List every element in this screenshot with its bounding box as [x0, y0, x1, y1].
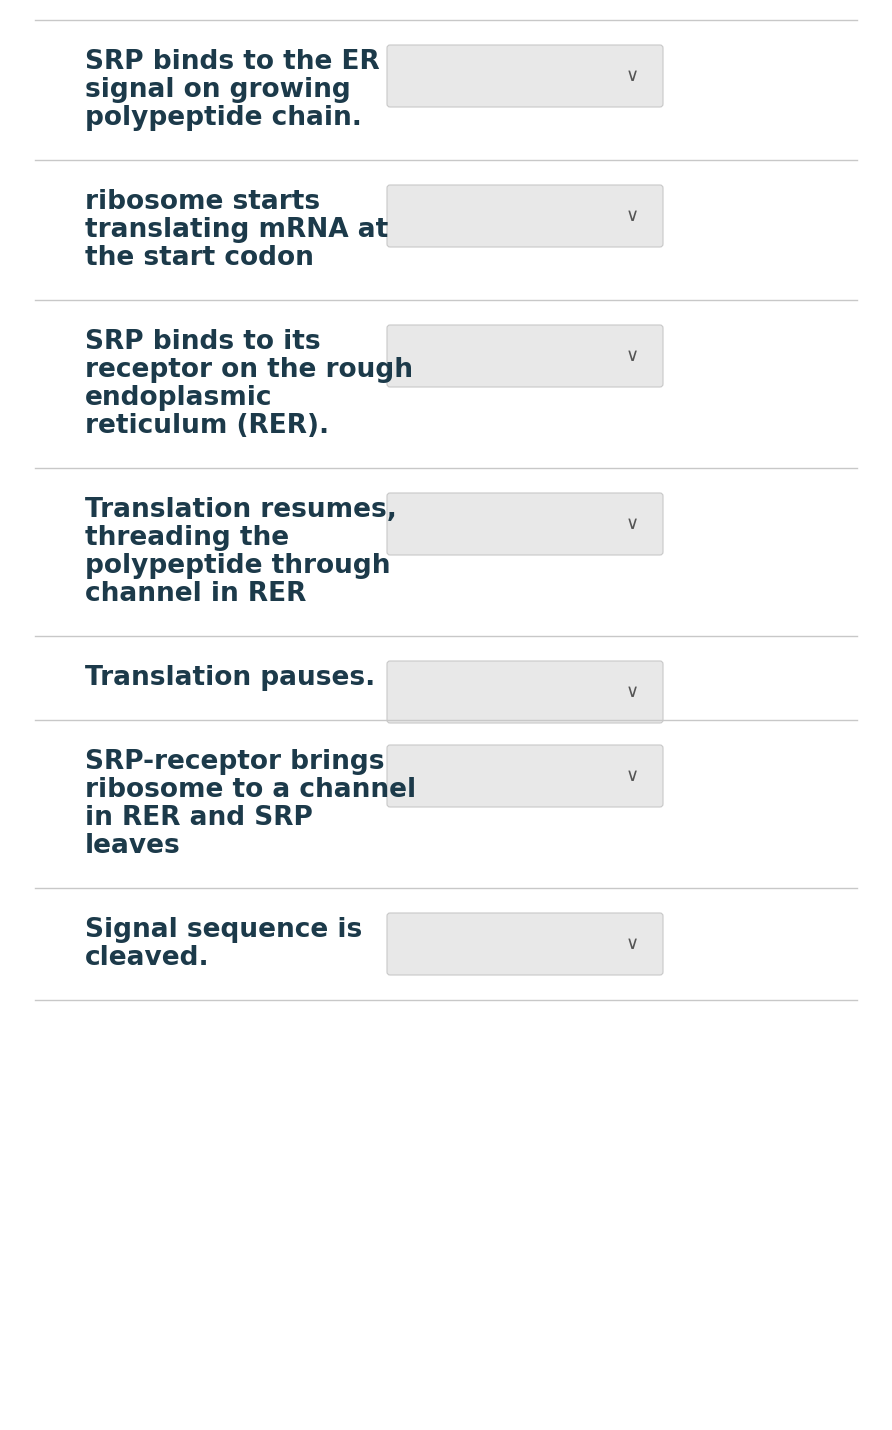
- Text: ∨: ∨: [625, 766, 639, 785]
- Text: threading the: threading the: [85, 525, 289, 551]
- Text: ∨: ∨: [625, 347, 639, 365]
- Text: polypeptide chain.: polypeptide chain.: [85, 104, 362, 132]
- Text: Translation resumes,: Translation resumes,: [85, 498, 397, 523]
- Text: SRP binds to the ER: SRP binds to the ER: [85, 49, 380, 74]
- Text: Translation pauses.: Translation pauses.: [85, 665, 376, 691]
- Text: ∨: ∨: [625, 515, 639, 533]
- Text: ∨: ∨: [625, 207, 639, 225]
- Text: SRP binds to its: SRP binds to its: [85, 329, 320, 355]
- FancyBboxPatch shape: [387, 745, 663, 807]
- Text: in RER and SRP: in RER and SRP: [85, 805, 313, 831]
- Text: the start codon: the start codon: [85, 245, 314, 272]
- FancyBboxPatch shape: [387, 325, 663, 388]
- FancyBboxPatch shape: [387, 661, 663, 724]
- FancyBboxPatch shape: [387, 493, 663, 555]
- Text: endoplasmic: endoplasmic: [85, 385, 272, 410]
- FancyBboxPatch shape: [387, 44, 663, 107]
- FancyBboxPatch shape: [387, 184, 663, 247]
- Text: ribosome to a channel: ribosome to a channel: [85, 776, 417, 804]
- Text: ∨: ∨: [625, 67, 639, 84]
- Text: translating mRNA at: translating mRNA at: [85, 217, 388, 243]
- Text: polypeptide through: polypeptide through: [85, 553, 391, 579]
- Text: signal on growing: signal on growing: [85, 77, 351, 103]
- Text: ∨: ∨: [625, 684, 639, 701]
- Text: reticulum (RER).: reticulum (RER).: [85, 413, 329, 439]
- FancyBboxPatch shape: [387, 912, 663, 975]
- Text: leaves: leaves: [85, 834, 181, 859]
- Text: channel in RER: channel in RER: [85, 581, 306, 606]
- Text: ribosome starts: ribosome starts: [85, 189, 320, 214]
- Text: cleaved.: cleaved.: [85, 945, 210, 971]
- Text: Signal sequence is: Signal sequence is: [85, 917, 362, 942]
- Text: ∨: ∨: [625, 935, 639, 952]
- Text: SRP-receptor brings: SRP-receptor brings: [85, 749, 384, 775]
- Text: receptor on the rough: receptor on the rough: [85, 358, 413, 383]
